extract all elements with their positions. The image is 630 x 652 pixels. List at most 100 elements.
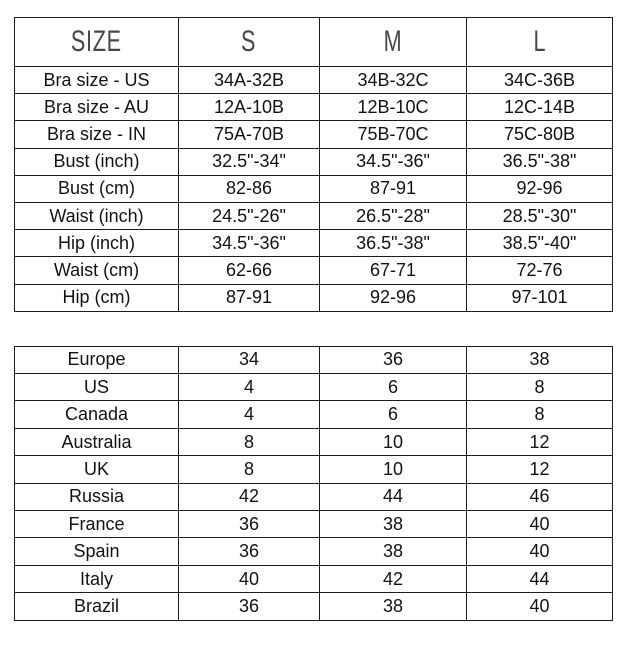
- size-value-cell: 38: [319, 537, 467, 566]
- table-row: Bust (inch) 32.5"-34" 34.5"-36" 36.5"-38": [14, 147, 613, 176]
- row-label: Russia: [14, 482, 179, 512]
- size-value-cell: 26.5"-28": [319, 201, 467, 231]
- size-value-cell: 62-66: [178, 256, 320, 285]
- size-value-cell: 12: [466, 427, 613, 457]
- size-value-cell: 44: [319, 482, 467, 512]
- size-value-cell: 34C-36B: [466, 65, 613, 95]
- size-value-cell: 34: [178, 345, 320, 375]
- row-label: France: [14, 510, 179, 539]
- size-value-cell: 46: [466, 482, 613, 512]
- row-label: Bra size - AU: [14, 93, 179, 122]
- row-label: Bra size - US: [14, 65, 179, 95]
- table-row: Hip (cm) 87-91 92-96 97-101: [14, 283, 613, 312]
- table-row: UK 8 10 12: [14, 455, 613, 484]
- size-value-cell: 4: [178, 373, 320, 402]
- table-row: Europe 34 36 38: [14, 345, 613, 375]
- size-value-cell: 87-91: [178, 283, 320, 312]
- size-value-cell: 36: [319, 345, 467, 375]
- size-value-cell: 38: [319, 510, 467, 539]
- row-label: Australia: [14, 427, 179, 457]
- row-label: US: [14, 373, 179, 402]
- row-label: Spain: [14, 537, 179, 566]
- table-row: Russia 42 44 46: [14, 482, 613, 512]
- size-value-cell: 97-101: [466, 283, 613, 312]
- size-value-cell: 8: [466, 400, 613, 429]
- size-column-header-m: M: [319, 17, 467, 67]
- size-value-cell: 4: [178, 400, 320, 429]
- size-value-cell: 38: [319, 592, 467, 621]
- size-value-cell: 92-96: [319, 283, 467, 312]
- size-value-cell: 10: [319, 455, 467, 484]
- size-value-cell: 38.5"-40": [466, 229, 613, 258]
- size-value-cell: 75C-80B: [466, 120, 613, 149]
- table-row: Waist (inch) 24.5"-26" 26.5"-28" 28.5"-30": [14, 201, 613, 231]
- size-column-header-l: L: [466, 17, 613, 67]
- row-label: Waist (inch): [14, 201, 179, 231]
- size-value-cell: 6: [319, 400, 467, 429]
- size-value-cell: 82-86: [178, 174, 320, 203]
- row-label: Italy: [14, 564, 179, 594]
- size-value-cell: 34.5"-36": [178, 229, 320, 258]
- size-value-cell: 36.5"-38": [319, 229, 467, 258]
- row-label: Hip (cm): [14, 283, 179, 312]
- size-value-cell: 40: [178, 564, 320, 594]
- header-label: L: [533, 25, 546, 58]
- size-value-cell: 92-96: [466, 174, 613, 203]
- header-label: S: [241, 25, 257, 58]
- size-value-cell: 36: [178, 510, 320, 539]
- size-value-cell: 87-91: [319, 174, 467, 203]
- size-value-cell: 12A-10B: [178, 93, 320, 122]
- table-row: Spain 36 38 40: [14, 537, 613, 566]
- table-row: Waist (cm) 62-66 67-71 72-76: [14, 256, 613, 285]
- table-row: US 4 6 8: [14, 373, 613, 402]
- size-value-cell: 75B-70C: [319, 120, 467, 149]
- size-value-cell: 8: [178, 455, 320, 484]
- size-value-cell: 40: [466, 537, 613, 566]
- size-column-header-size: SIZE: [14, 17, 179, 67]
- size-value-cell: 44: [466, 564, 613, 594]
- size-value-cell: 6: [319, 373, 467, 402]
- measurement-size-table: SIZE S M L Bra size - US 34A-32B 34B-32C 34C-3…: [14, 17, 613, 312]
- table-row: Bra size - AU 12A-10B 12B-10C 12C-14B: [14, 93, 613, 122]
- table-row: Brazil 36 38 40: [14, 592, 613, 621]
- row-label: UK: [14, 455, 179, 484]
- size-value-cell: 40: [466, 510, 613, 539]
- size-value-cell: 12C-14B: [466, 93, 613, 122]
- header-label: SIZE: [71, 25, 122, 58]
- size-value-cell: 8: [466, 373, 613, 402]
- size-value-cell: 10: [319, 427, 467, 457]
- size-value-cell: 34A-32B: [178, 65, 320, 95]
- size-header-row: SIZE S M L: [14, 17, 613, 67]
- size-value-cell: 67-71: [319, 256, 467, 285]
- table-row: Australia 8 10 12: [14, 427, 613, 457]
- size-value-cell: 75A-70B: [178, 120, 320, 149]
- size-value-cell: 42: [319, 564, 467, 594]
- size-value-cell: 12B-10C: [319, 93, 467, 122]
- row-label: Europe: [14, 345, 179, 375]
- size-value-cell: 12: [466, 455, 613, 484]
- international-size-table: Europe 34 36 38 US 4 6 8 Canada 4 6 8 Australia 8 10 12…: [14, 345, 613, 621]
- table-row: Canada 4 6 8: [14, 400, 613, 429]
- table-row: Bra size - US 34A-32B 34B-32C 34C-36B: [14, 65, 613, 95]
- size-value-cell: 34.5"-36": [319, 147, 467, 176]
- table-row: France 36 38 40: [14, 510, 613, 539]
- size-value-cell: 36: [178, 592, 320, 621]
- size-value-cell: 8: [178, 427, 320, 457]
- row-label: Hip (inch): [14, 229, 179, 258]
- row-label: Waist (cm): [14, 256, 179, 285]
- row-label: Brazil: [14, 592, 179, 621]
- table-row: Hip (inch) 34.5"-36" 36.5"-38" 38.5"-40": [14, 229, 613, 258]
- size-value-cell: 24.5"-26": [178, 201, 320, 231]
- table-row: Italy 40 42 44: [14, 564, 613, 594]
- row-label: Canada: [14, 400, 179, 429]
- table-row: Bust (cm) 82-86 87-91 92-96: [14, 174, 613, 203]
- size-value-cell: 38: [466, 345, 613, 375]
- size-value-cell: 42: [178, 482, 320, 512]
- row-label: Bra size - IN: [14, 120, 179, 149]
- size-value-cell: 28.5"-30": [466, 201, 613, 231]
- header-label: M: [383, 25, 403, 58]
- table-row: Bra size - IN 75A-70B 75B-70C 75C-80B: [14, 120, 613, 149]
- size-column-header-s: S: [178, 17, 320, 67]
- size-value-cell: 40: [466, 592, 613, 621]
